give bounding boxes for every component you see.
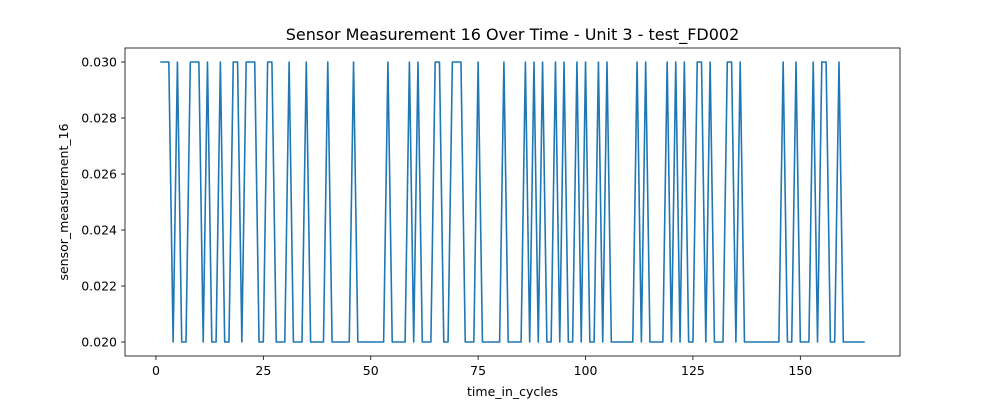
- x-tick-label: 75: [470, 363, 486, 378]
- y-tick-label: 0.024: [81, 223, 117, 238]
- series-line-sensor-measurement-16: [160, 61, 865, 343]
- y-tick-label: 0.028: [81, 111, 117, 126]
- chart-title: Sensor Measurement 16 Over Time - Unit 3…: [286, 25, 740, 45]
- y-tick-label: 0.022: [81, 279, 117, 294]
- x-tick-label: 0: [152, 363, 160, 378]
- y-tick-label: 0.020: [81, 335, 117, 350]
- plot-frame: [124, 47, 901, 357]
- x-tick-label: 150: [788, 363, 812, 378]
- x-tick-label: 50: [363, 363, 379, 378]
- x-tick-label: 125: [681, 363, 705, 378]
- y-tick-label: 0.026: [81, 167, 117, 182]
- y-tick-label: 0.030: [81, 55, 117, 70]
- plot-area: [160, 61, 865, 343]
- x-tick-label: 25: [255, 363, 271, 378]
- y-axis-label: sensor_measurement_16: [56, 123, 71, 280]
- y-axis: 0.020 0.022 0.024 0.026 0.028 0.030: [81, 55, 125, 350]
- x-axis: 0 25 50 75 100 125 150: [152, 356, 812, 378]
- x-tick-label: 100: [574, 363, 598, 378]
- x-axis-label: time_in_cycles: [467, 384, 558, 399]
